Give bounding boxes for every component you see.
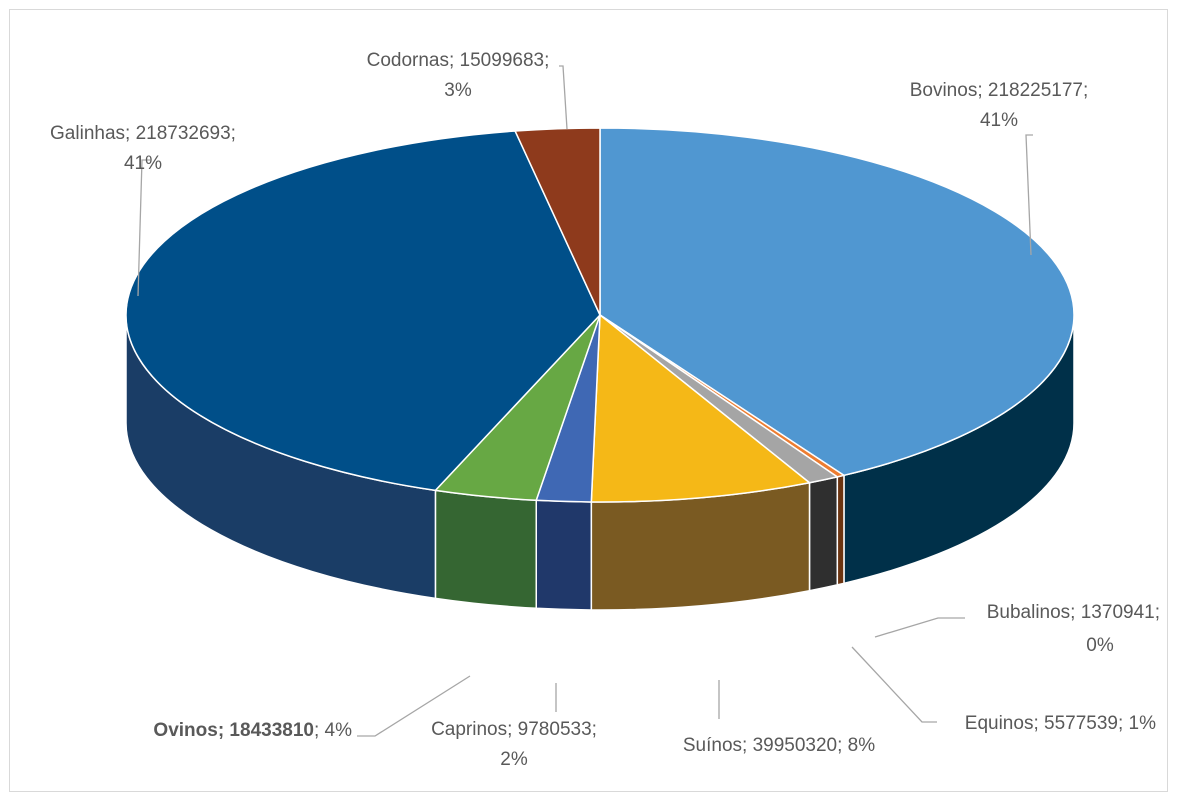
slice-galinhas bbox=[125, 130, 601, 492]
data-label-ovinos: Ovinos; 18433810; 4% bbox=[153, 720, 352, 741]
data-label-ovinos-percent: ; 4% bbox=[314, 720, 352, 741]
leader-line-ovinos bbox=[357, 675, 471, 737]
leader-line-equinos bbox=[851, 646, 937, 723]
data-label-bubalinos-percent: 0% bbox=[1086, 635, 1114, 656]
data-label-bubalinos: Bubalinos; 1370941; bbox=[987, 602, 1160, 623]
leader-line-galinhas bbox=[137, 159, 150, 297]
chart-area bbox=[9, 9, 1168, 792]
pie-tops bbox=[125, 127, 1075, 503]
leader-line-bovinos bbox=[1025, 134, 1033, 256]
data-label-ovinos-name: Ovinos; 18433810 bbox=[153, 720, 314, 741]
data-label-bovinos-percent: 41% bbox=[980, 110, 1018, 131]
data-label-galinhas: Galinhas; 218732693; bbox=[50, 123, 236, 144]
data-label-codornas: Codornas; 15099683; bbox=[367, 50, 550, 71]
leader-line-codornas bbox=[559, 65, 568, 130]
data-label-caprinos-percent: 2% bbox=[500, 749, 528, 770]
side-equinos bbox=[808, 475, 839, 592]
data-label-equinos: Equinos; 5577539; 1% bbox=[965, 713, 1156, 734]
slice-suinos bbox=[590, 314, 811, 503]
slice-codornas bbox=[514, 127, 601, 316]
leader-line-bubalinos bbox=[874, 617, 965, 638]
side-bubalinos bbox=[836, 474, 845, 586]
data-label-suinos: Suínos; 39950320; 8% bbox=[683, 735, 875, 756]
side-ovinos bbox=[434, 489, 537, 610]
data-label-bovinos: Bovinos; 218225177; bbox=[910, 80, 1089, 101]
slice-bovinos bbox=[599, 127, 1075, 477]
leader-lines bbox=[137, 65, 1033, 737]
data-labels: Codornas; 15099683; 3% Bovinos; 218225177;… bbox=[50, 50, 1160, 770]
pie-sides bbox=[125, 314, 1075, 611]
data-label-galinhas-percent: 41% bbox=[124, 153, 162, 174]
side-caprinos bbox=[535, 499, 593, 611]
data-label-caprinos: Caprinos; 9780533; bbox=[431, 719, 597, 740]
data-label-codornas-percent: 3% bbox=[444, 80, 472, 101]
